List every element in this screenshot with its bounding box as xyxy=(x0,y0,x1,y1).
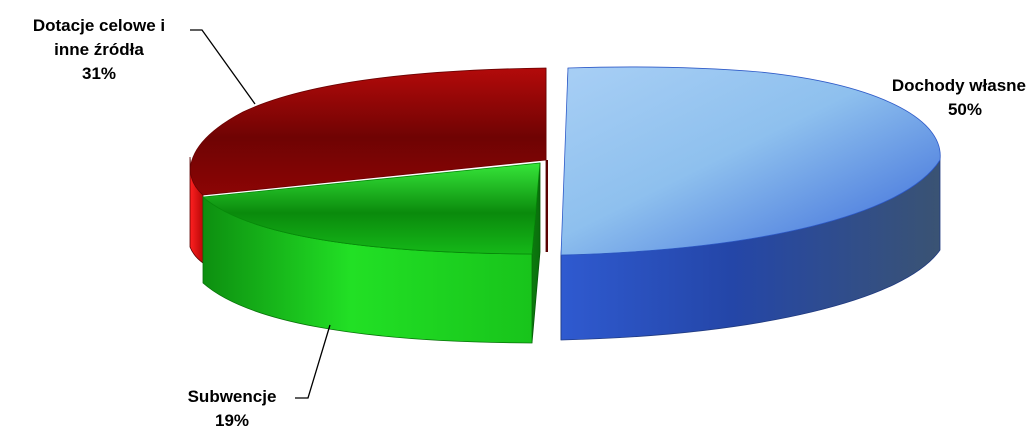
leader-line-dotacje xyxy=(190,29,256,105)
pie-slice-subwencje-top xyxy=(202,162,541,255)
leader-line-subwencje xyxy=(295,324,331,399)
label-dochody-value: 50% xyxy=(947,100,982,119)
label-dotacje-value: 31% xyxy=(81,64,117,83)
label-dotacje: Dotacje celowe i inne źródła 31% xyxy=(10,14,188,86)
label-subwencje-value: 19% xyxy=(214,411,250,430)
label-dotacje-line2: inne źródła xyxy=(54,40,144,59)
label-subwencje: Subwencje 19% xyxy=(170,385,294,433)
pie-slice-dotacje xyxy=(189,67,548,264)
label-dotacje-line1: Dotacje celowe i xyxy=(32,16,166,35)
pie-slice-dotacje-inner xyxy=(546,160,548,252)
pie-slice-subwencje xyxy=(202,162,541,344)
pie-slice-dotacje-top xyxy=(190,67,547,196)
pie-slice-dochody-top xyxy=(560,66,941,256)
label-subwencje-line1: Subwencje xyxy=(187,387,277,406)
pie-slice-dochody xyxy=(560,66,941,341)
label-dochody-line1: Dochody własne xyxy=(891,76,1026,95)
label-dochody: Dochody własne 50% xyxy=(840,74,1026,122)
